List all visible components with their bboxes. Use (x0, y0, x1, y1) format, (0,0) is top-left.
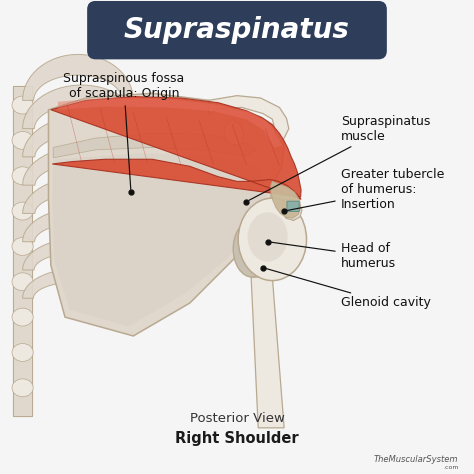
Polygon shape (23, 55, 133, 100)
Polygon shape (224, 119, 244, 145)
Ellipse shape (12, 167, 33, 185)
Text: Head of
humerus: Head of humerus (270, 242, 396, 270)
Ellipse shape (12, 344, 33, 361)
Polygon shape (52, 153, 268, 327)
Polygon shape (251, 277, 284, 428)
Ellipse shape (233, 220, 271, 277)
Polygon shape (23, 269, 131, 298)
Ellipse shape (12, 379, 33, 397)
Text: .com: .com (443, 465, 458, 470)
Text: TheMuscularSystem: TheMuscularSystem (374, 455, 458, 464)
Polygon shape (23, 208, 142, 242)
Polygon shape (13, 86, 32, 416)
Polygon shape (282, 199, 302, 220)
Text: Supraspinatus: Supraspinatus (124, 16, 350, 44)
Text: Glenoid cavity: Glenoid cavity (265, 268, 430, 310)
Ellipse shape (12, 202, 33, 220)
Polygon shape (58, 98, 282, 147)
Ellipse shape (12, 237, 33, 255)
Polygon shape (23, 146, 146, 185)
Text: Posterior View: Posterior View (190, 412, 284, 425)
FancyBboxPatch shape (287, 201, 299, 211)
Polygon shape (271, 182, 301, 218)
Ellipse shape (12, 131, 33, 149)
Polygon shape (53, 133, 256, 158)
FancyBboxPatch shape (87, 1, 387, 59)
Polygon shape (23, 116, 145, 157)
Polygon shape (23, 177, 145, 213)
Ellipse shape (12, 273, 33, 291)
Polygon shape (51, 97, 301, 199)
Ellipse shape (242, 230, 265, 266)
Text: Supraspinatus
muscle: Supraspinatus muscle (249, 115, 430, 201)
Polygon shape (23, 238, 137, 270)
Ellipse shape (12, 96, 33, 114)
Ellipse shape (238, 198, 307, 281)
Ellipse shape (247, 212, 288, 262)
Ellipse shape (12, 308, 33, 326)
Polygon shape (209, 96, 289, 145)
Text: Greater tubercle
of humerus:
Insertion: Greater tubercle of humerus: Insertion (287, 168, 444, 211)
Polygon shape (48, 93, 284, 336)
Text: Supraspinous fossa
of scapula: Origin: Supraspinous fossa of scapula: Origin (64, 72, 184, 190)
Polygon shape (23, 85, 140, 128)
Text: Right Shoulder: Right Shoulder (175, 431, 299, 446)
